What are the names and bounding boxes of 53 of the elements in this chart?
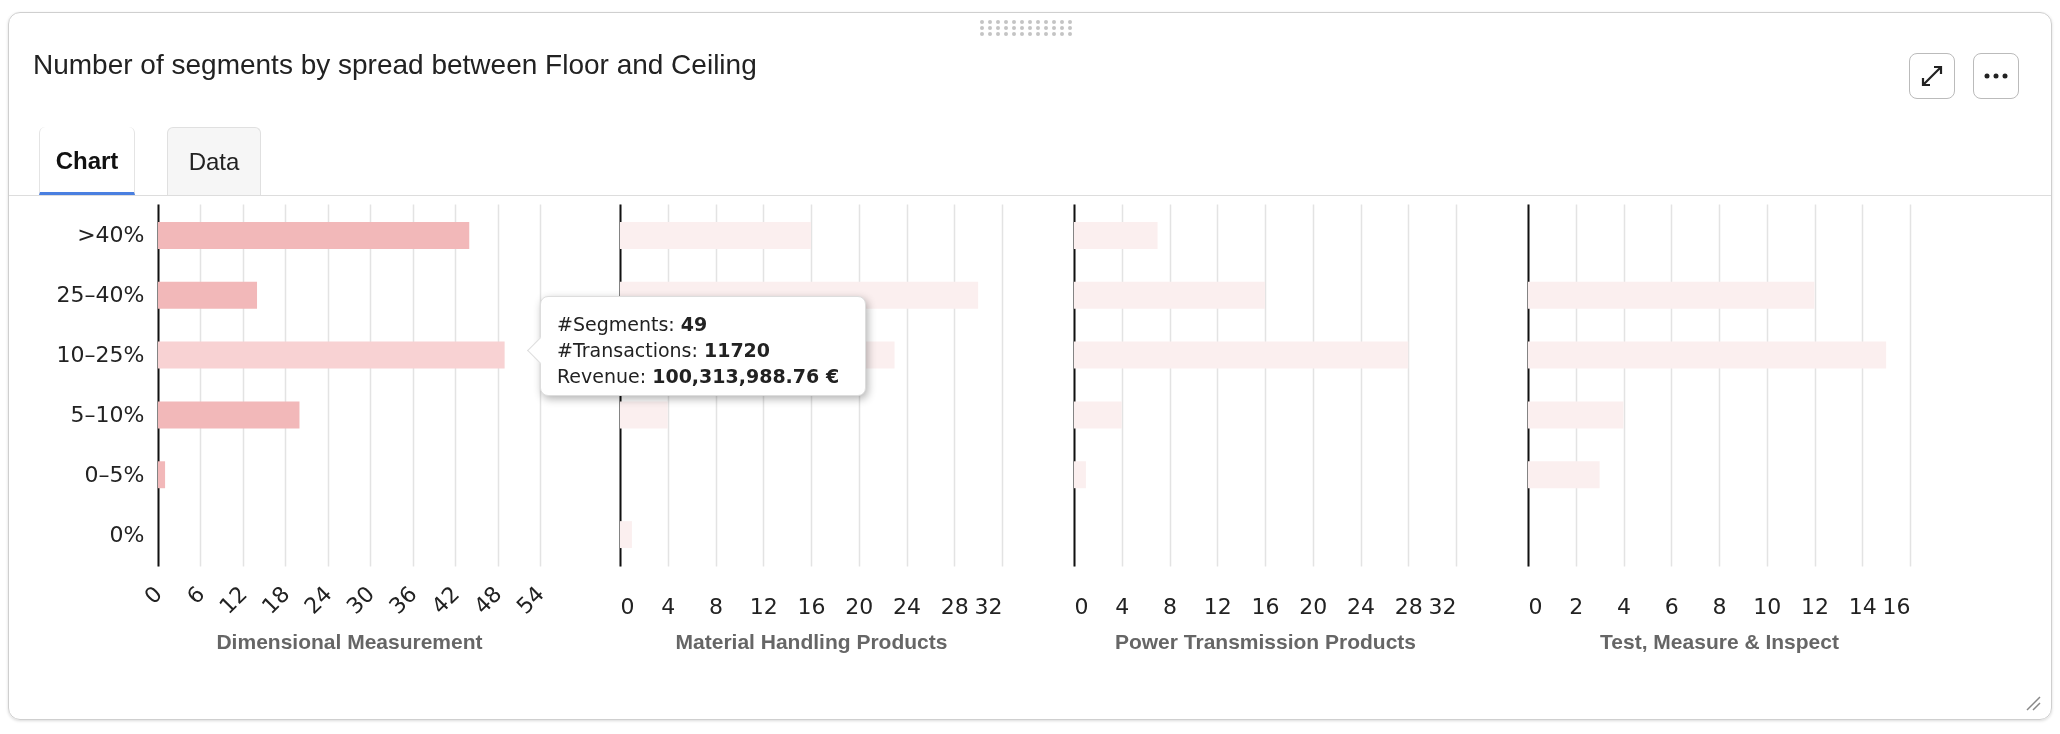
annotation: Revenue: 100,313,988.76 € xyxy=(557,364,841,389)
x-tick-label: 24 xyxy=(893,593,921,619)
x-tick-label: 36 xyxy=(384,581,422,619)
x-tick-label: 32 xyxy=(974,593,1003,619)
x-tick-label: 24 xyxy=(299,581,337,619)
x-tick-label: 6 xyxy=(1664,593,1679,619)
annotation: #Transactions: 11720 xyxy=(557,338,772,363)
x-axis-title: Power Transmission Products xyxy=(1114,629,1417,653)
x-tick-label: 6 xyxy=(181,581,210,609)
x-tick-label: 8 xyxy=(1163,593,1177,619)
x-tick-label: 4 xyxy=(1617,593,1631,619)
x-tick-label: 28 xyxy=(1394,593,1423,619)
x-tick-label: 0 xyxy=(1528,593,1543,619)
text: Data xyxy=(167,127,261,195)
x-tick-label: 32 xyxy=(1428,593,1457,619)
x-tick-label: 12 xyxy=(749,593,778,619)
y-tick-label: 0% xyxy=(109,521,145,547)
y-tick-label: 5–10% xyxy=(70,401,145,427)
x-tick-label: 30 xyxy=(341,581,380,619)
y-tick-label: 10–25% xyxy=(56,342,145,368)
x-tick-label: 12 xyxy=(1203,593,1232,619)
x-tick-label: 16 xyxy=(1882,593,1911,619)
x-tick-label: 10 xyxy=(1753,593,1782,619)
annotation: #Segments: 49 xyxy=(557,312,709,337)
y-tick-label: 25–40% xyxy=(56,282,145,308)
x-axis-title: Material Handling Products xyxy=(675,629,948,653)
y-tick-label: 0–5% xyxy=(84,461,145,487)
x-tick-label: 18 xyxy=(256,581,295,619)
x-tick-label: 28 xyxy=(940,593,969,619)
x-tick-label: 42 xyxy=(426,581,465,619)
x-axis-title: Test, Measure & Inspect xyxy=(1600,629,1839,653)
x-tick-label: 0 xyxy=(620,593,635,619)
x-tick-label: 48 xyxy=(469,581,507,619)
x-tick-label: 12 xyxy=(1801,593,1829,619)
x-tick-label: 2 xyxy=(1569,593,1584,619)
x-axis-title: Dimensional Measurement xyxy=(216,630,483,654)
x-tick-label: 20 xyxy=(1299,593,1328,619)
x-tick-label: 14 xyxy=(1848,593,1877,619)
x-tick-label: 0 xyxy=(1074,593,1089,619)
text: Chart xyxy=(39,127,135,195)
chart-title: Number of segments by spread between Floor and Ceiling xyxy=(33,49,757,81)
x-tick-label: 20 xyxy=(845,593,874,619)
x-tick-label: 16 xyxy=(797,593,826,619)
x-tick-label: 8 xyxy=(1712,593,1727,619)
x-tick-label: 24 xyxy=(1347,593,1375,619)
x-tick-label: 4 xyxy=(1115,593,1130,619)
x-tick-label: 54 xyxy=(511,581,549,619)
x-tick-label: 4 xyxy=(661,593,676,619)
x-tick-label: 0 xyxy=(139,581,167,609)
y-tick-label: >40% xyxy=(77,222,145,248)
x-tick-label: 16 xyxy=(1251,593,1280,619)
x-tick-label: 12 xyxy=(214,581,252,619)
x-tick-label: 8 xyxy=(709,593,723,619)
